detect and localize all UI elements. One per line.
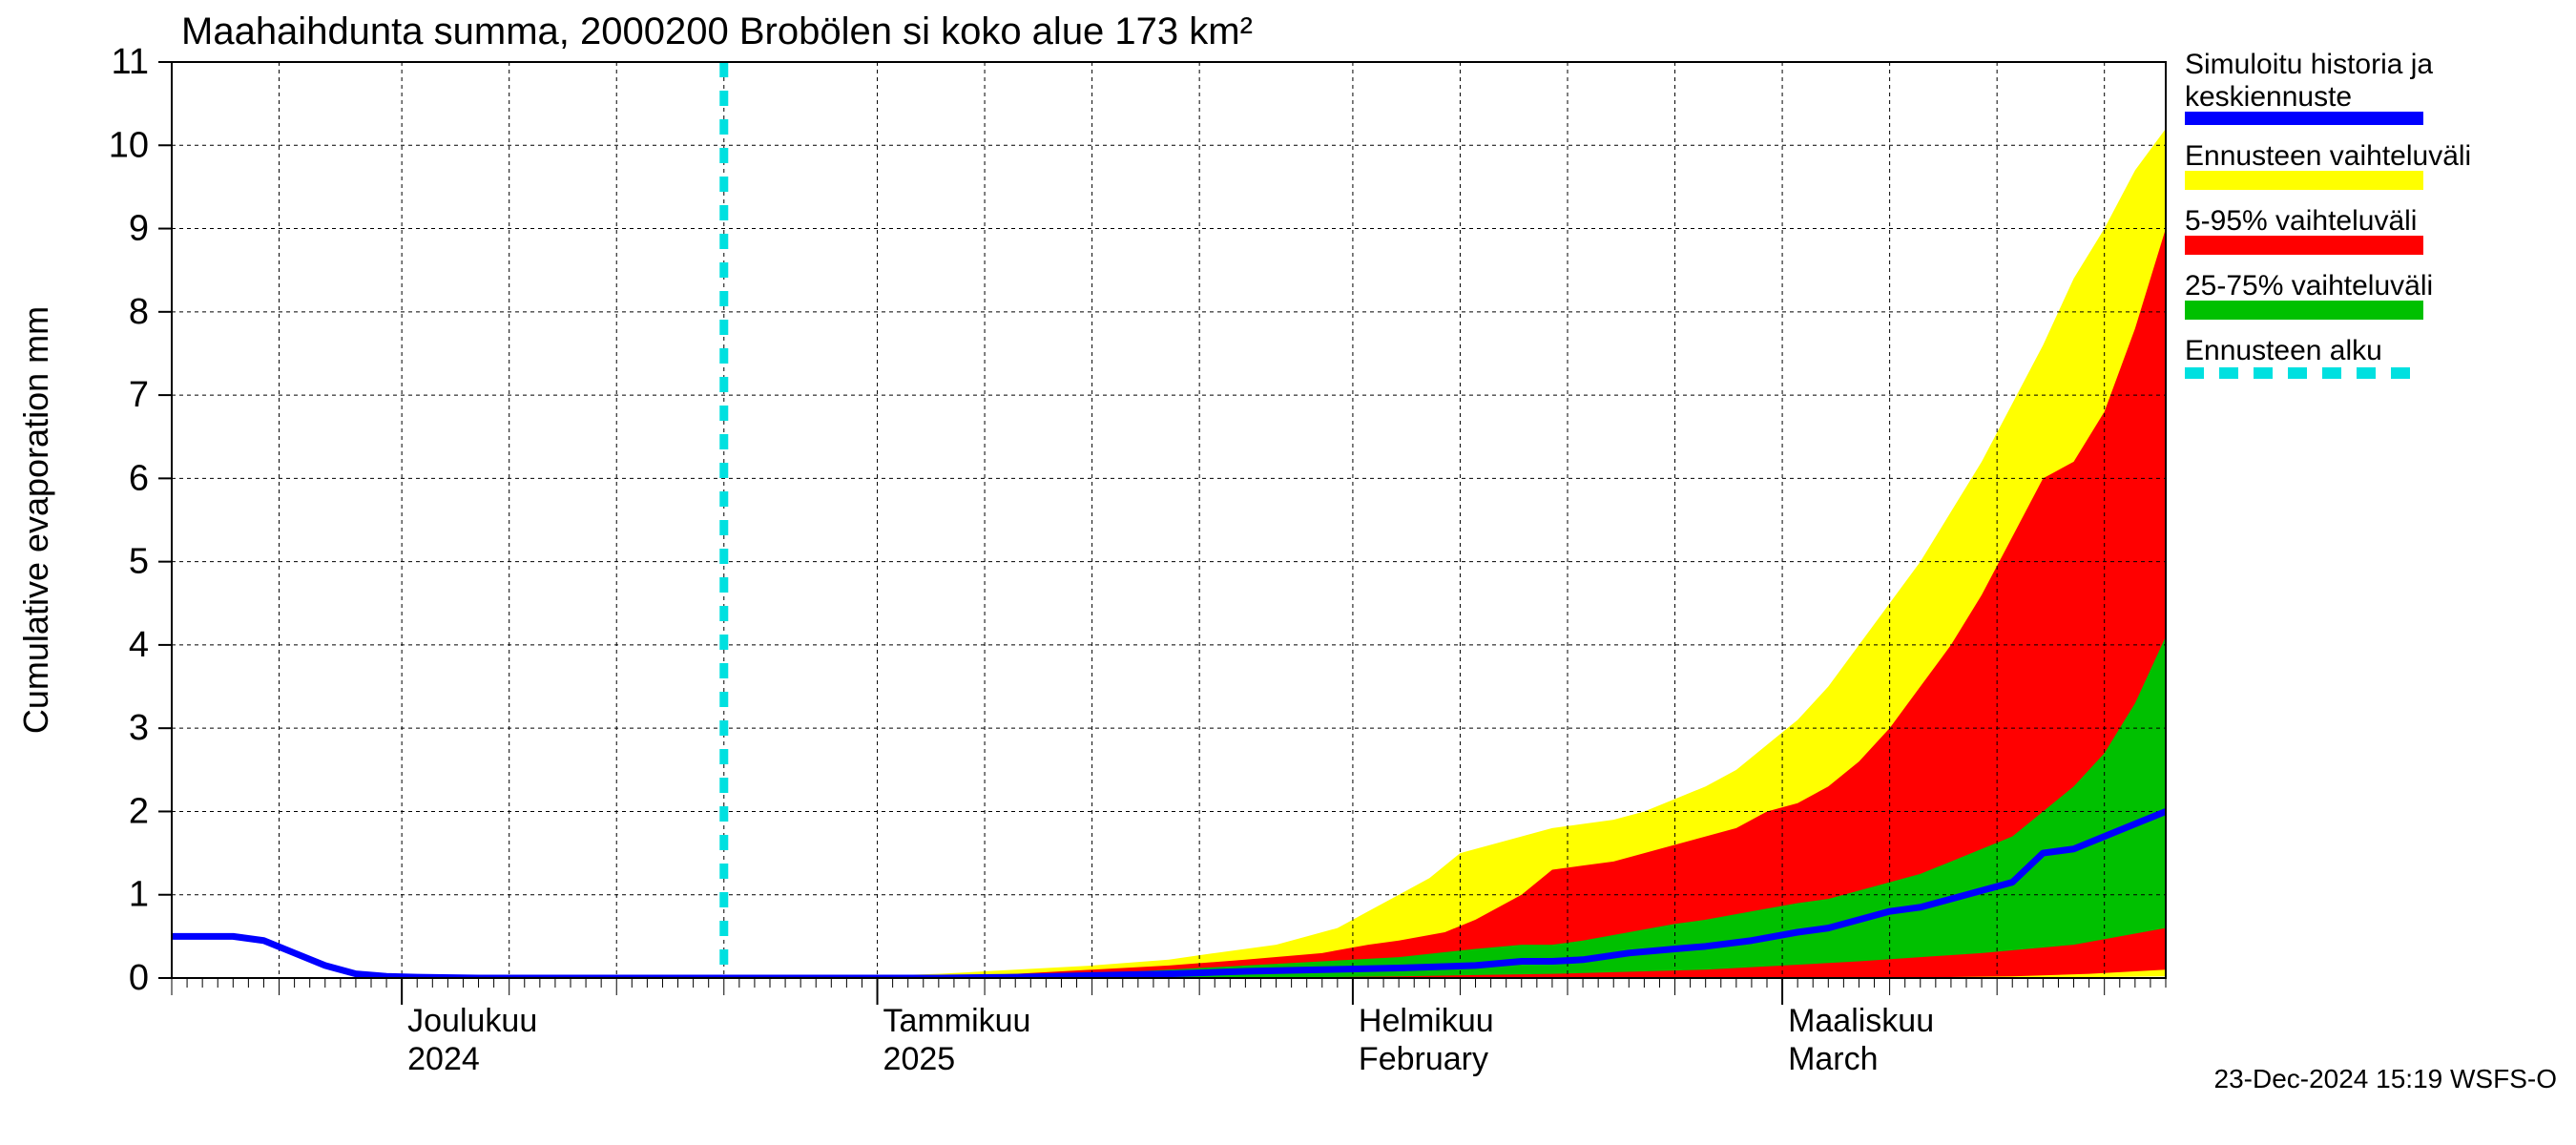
ytick-label: 7 — [129, 375, 149, 415]
ytick-label: 0 — [129, 958, 149, 998]
ytick-label: 3 — [129, 708, 149, 748]
ytick-label: 11 — [112, 42, 149, 82]
legend-sim-swatch — [2185, 112, 2423, 125]
chart-title: Maahaihdunta summa, 2000200 Brobölen si … — [181, 10, 1253, 52]
y-axis-label: Cumulative evaporation mm — [16, 306, 55, 734]
x-label-month: Maaliskuu — [1788, 1003, 1934, 1039]
legend-full-swatch — [2185, 171, 2423, 190]
x-label-month: Joulukuu — [407, 1003, 537, 1039]
x-label-year: February — [1359, 1041, 1488, 1077]
legend-p90-label: 5-95% vaihteluväli — [2185, 205, 2417, 237]
ytick-label: 5 — [129, 542, 149, 582]
ytick-label: 1 — [129, 875, 149, 915]
chart-svg: 0 1 2 3 4 5 6 7 8 9 10 11 Joulukuu2024 Tammikuu2025 He… — [0, 0, 2576, 1145]
x-label-year: 2025 — [883, 1041, 956, 1077]
legend-start-label: Ennusteen alku — [2185, 335, 2382, 366]
ytick-label: 4 — [129, 625, 149, 665]
legend: Simuloitu historia jakeskiennuste Ennuste… — [2185, 49, 2471, 373]
x-label-year: March — [1788, 1041, 1878, 1077]
ytick-label: 8 — [129, 292, 149, 332]
ytick-label: 2 — [129, 791, 149, 831]
ytick-label: 6 — [129, 458, 149, 498]
ytick-label: 9 — [129, 209, 149, 249]
legend-p90-swatch — [2185, 236, 2423, 255]
footer-timestamp: 23-Dec-2024 15:19 WSFS-O — [2214, 1064, 2558, 1093]
legend-sim-label2: keskiennuste — [2185, 81, 2352, 113]
x-label-year: 2024 — [407, 1041, 480, 1077]
plot-area — [172, 62, 2166, 978]
x-label-month: Tammikuu — [883, 1003, 1031, 1039]
x-label-month: Helmikuu — [1359, 1003, 1494, 1039]
legend-p50-label: 25-75% vaihteluväli — [2185, 270, 2433, 302]
ytick-label: 10 — [109, 125, 149, 165]
chart-container: 0 1 2 3 4 5 6 7 8 9 10 11 Joulukuu2024 Tammikuu2025 He… — [0, 0, 2576, 1145]
legend-p50-swatch — [2185, 301, 2423, 320]
legend-full-label: Ennusteen vaihteluväli — [2185, 140, 2471, 172]
legend-sim-label1: Simuloitu historia ja — [2185, 49, 2433, 80]
